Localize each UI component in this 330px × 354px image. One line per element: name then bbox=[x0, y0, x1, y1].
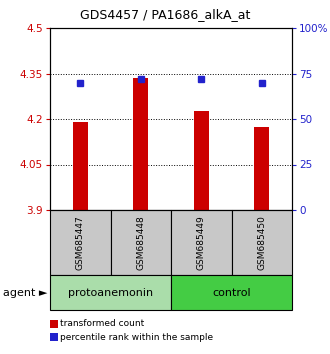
Text: GSM685447: GSM685447 bbox=[76, 215, 85, 270]
Bar bbox=[254, 127, 269, 210]
Text: GSM685450: GSM685450 bbox=[257, 215, 266, 270]
Bar bbox=[194, 112, 209, 210]
Text: GSM685448: GSM685448 bbox=[136, 215, 145, 270]
Bar bbox=[133, 78, 148, 210]
Bar bbox=[171, 275, 292, 310]
Text: GSM685449: GSM685449 bbox=[197, 215, 206, 270]
Bar bbox=[50, 275, 171, 310]
Bar bbox=[73, 122, 88, 210]
Text: agent ►: agent ► bbox=[3, 287, 48, 297]
Bar bbox=[111, 210, 171, 275]
Text: protoanemonin: protoanemonin bbox=[68, 287, 153, 297]
Bar bbox=[171, 210, 232, 275]
Bar bbox=[50, 210, 111, 275]
Text: transformed count: transformed count bbox=[60, 320, 144, 329]
Text: percentile rank within the sample: percentile rank within the sample bbox=[60, 332, 213, 342]
Text: control: control bbox=[212, 287, 251, 297]
Text: GDS4457 / PA1686_alkA_at: GDS4457 / PA1686_alkA_at bbox=[80, 8, 250, 21]
Bar bbox=[232, 210, 292, 275]
